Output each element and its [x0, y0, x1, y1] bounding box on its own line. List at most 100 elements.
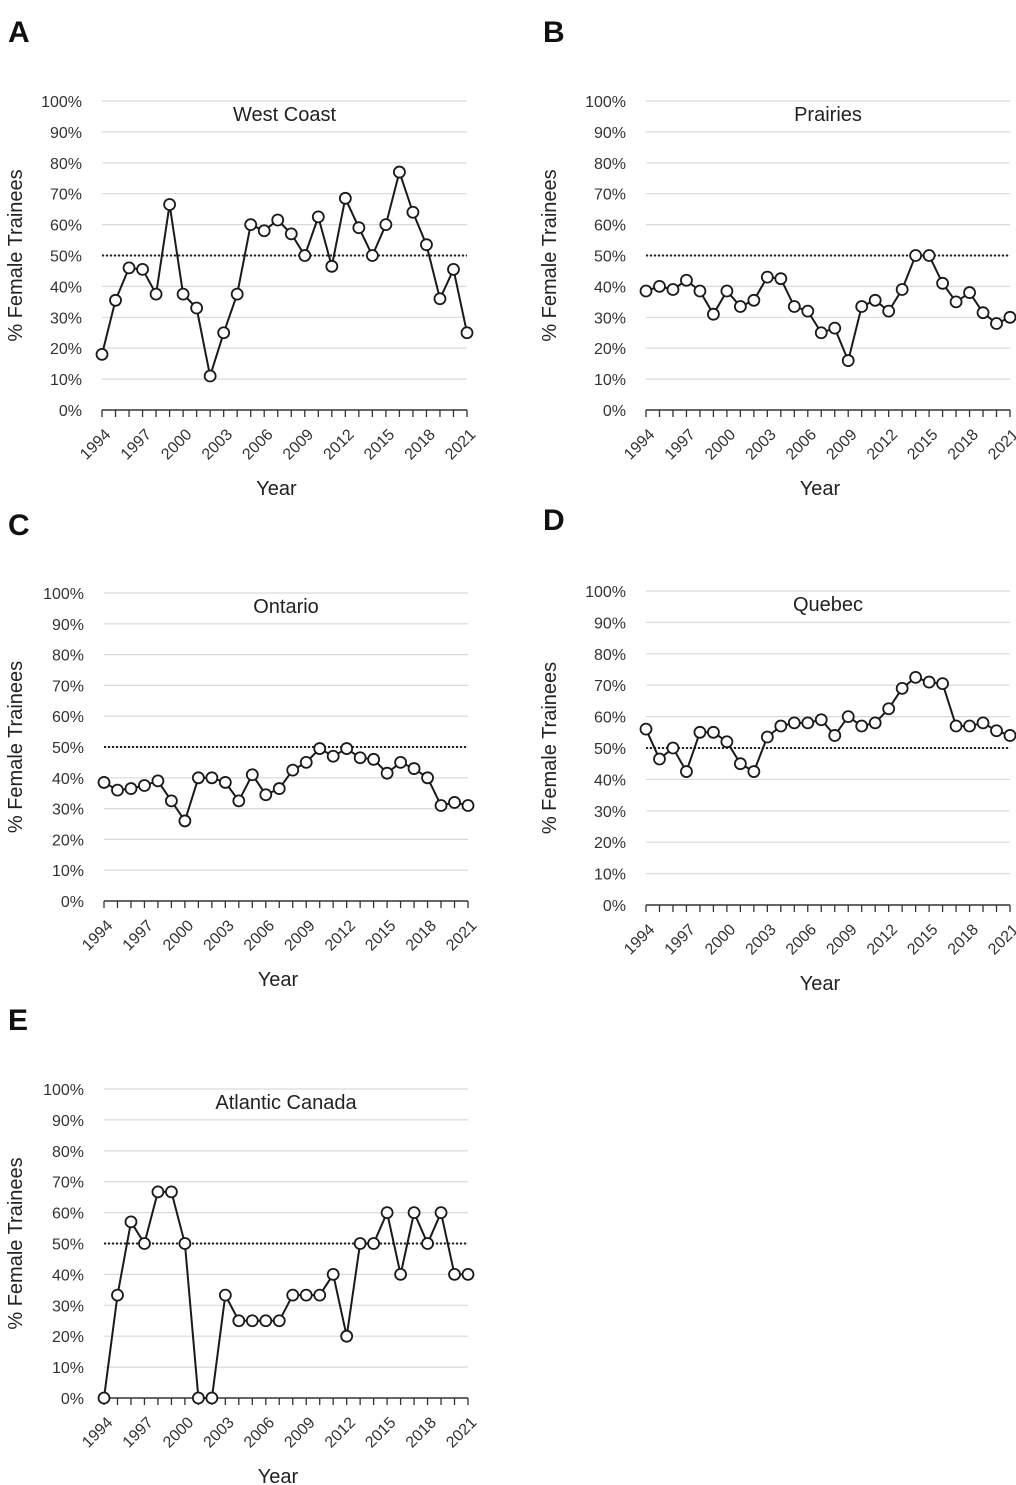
- panel-letter: B: [543, 16, 565, 49]
- data-point: [176, 287, 190, 301]
- data-point: [936, 276, 949, 290]
- y-tick-label: 10%: [52, 863, 84, 880]
- x-tick-label: 2000: [160, 1414, 197, 1451]
- y-tick-label: 90%: [52, 617, 84, 634]
- data-point: [895, 283, 909, 296]
- data-point: [720, 284, 734, 298]
- data-point: [693, 284, 707, 298]
- data-point: [230, 287, 244, 301]
- y-tick-label: 60%: [52, 1206, 84, 1223]
- data-point: [340, 742, 354, 755]
- y-axis-label: % Female Trainees: [539, 169, 561, 341]
- data-point: [406, 205, 420, 219]
- y-tick-label: 40%: [594, 772, 626, 789]
- y-tick-label: 30%: [594, 310, 626, 327]
- x-tick-label: 1997: [662, 921, 699, 958]
- data-point: [218, 776, 232, 789]
- data-point: [244, 218, 258, 232]
- data-point: [163, 198, 176, 211]
- data-point: [801, 304, 815, 318]
- data-point: [97, 776, 111, 789]
- data-point: [298, 249, 312, 262]
- data-point: [461, 1268, 475, 1281]
- data-point: [394, 756, 407, 769]
- data-point: [111, 1288, 124, 1302]
- data-point: [421, 771, 434, 785]
- y-tick-label: 70%: [52, 678, 84, 695]
- data-point: [205, 771, 219, 785]
- x-tick-label: 2006: [783, 426, 820, 463]
- data-point: [733, 300, 747, 313]
- data-point: [284, 227, 298, 241]
- data-point: [326, 749, 340, 763]
- data-point: [801, 716, 815, 730]
- data-point: [639, 722, 653, 736]
- y-tick-label: 80%: [594, 156, 626, 173]
- x-tick-label: 2018: [945, 921, 982, 958]
- x-tick-label: 2009: [823, 921, 860, 958]
- y-tick-label: 80%: [52, 648, 84, 665]
- y-tick-label: 30%: [52, 1298, 84, 1315]
- y-tick-label: 10%: [594, 372, 626, 389]
- data-point: [367, 752, 381, 766]
- x-tick-label: 2006: [783, 921, 820, 958]
- data-point: [976, 306, 990, 320]
- x-tick-label: 1994: [621, 426, 658, 463]
- data-point: [720, 735, 734, 749]
- panel-letter: E: [8, 1004, 28, 1037]
- y-tick-label: 30%: [594, 804, 626, 821]
- data-point: [760, 270, 774, 284]
- y-tick-label: 10%: [594, 867, 626, 884]
- data-point: [271, 213, 285, 227]
- data-point: [420, 238, 433, 252]
- data-point: [963, 286, 976, 299]
- data-point: [352, 221, 366, 235]
- data-point: [365, 249, 379, 262]
- y-tick-label: 50%: [52, 740, 84, 757]
- data-point: [990, 724, 1003, 738]
- data-point: [394, 1268, 407, 1281]
- x-tick-label: 2003: [201, 917, 238, 954]
- data-point: [191, 1391, 205, 1405]
- x-tick-label: 2006: [239, 426, 276, 463]
- data-point: [447, 263, 460, 276]
- y-tick-label: 100%: [41, 94, 82, 111]
- data-point: [97, 1391, 111, 1405]
- data-point: [151, 1185, 165, 1199]
- y-tick-label: 20%: [52, 1329, 84, 1346]
- y-tick-label: 90%: [594, 615, 626, 632]
- data-point: [774, 719, 788, 733]
- x-tick-label: 2021: [443, 1414, 480, 1451]
- chart-panel-a: A 0% 10% 20% 30% 40% 50% 60% 70% 80% 90% 100% 1994 19…: [5, 16, 479, 500]
- data-point: [138, 1237, 151, 1250]
- data-point: [325, 259, 339, 273]
- y-tick-label: 50%: [594, 741, 626, 758]
- y-tick-label: 50%: [594, 249, 626, 266]
- y-tick-label: 80%: [50, 156, 82, 173]
- x-tick-label: 2012: [321, 426, 358, 463]
- x-tick-label: 2006: [241, 1414, 278, 1451]
- chart-panel-c: C 0% 10% 20% 30% 40% 50% 60% 70% 80% 90% 100% 1994 19…: [5, 509, 480, 991]
- data-point: [653, 752, 666, 766]
- x-axis-label: Year: [800, 973, 841, 995]
- data-point: [448, 796, 461, 809]
- y-tick-label: 70%: [52, 1175, 84, 1192]
- data-point: [434, 1206, 448, 1219]
- x-axis-label: Year: [800, 478, 841, 500]
- x-tick-label: 1994: [79, 917, 116, 954]
- series-line: [103, 1190, 468, 1399]
- data-point: [868, 716, 882, 730]
- y-tick-label: 70%: [50, 187, 82, 204]
- x-tick-label: 2015: [904, 921, 941, 958]
- data-point: [109, 293, 122, 307]
- chart-panel-b: B 0% 10% 20% 30% 40% 50% 60% 70% 80% 90% 100% 1994 19…: [539, 16, 1016, 500]
- data-point: [639, 284, 653, 298]
- y-tick-label: 20%: [594, 835, 626, 852]
- data-point: [747, 765, 761, 778]
- data-point: [205, 1391, 219, 1405]
- data-point: [680, 765, 693, 778]
- y-axis-label: % Female Trainees: [5, 169, 27, 341]
- y-tick-label: 50%: [50, 249, 82, 266]
- panel-letter: D: [543, 504, 565, 537]
